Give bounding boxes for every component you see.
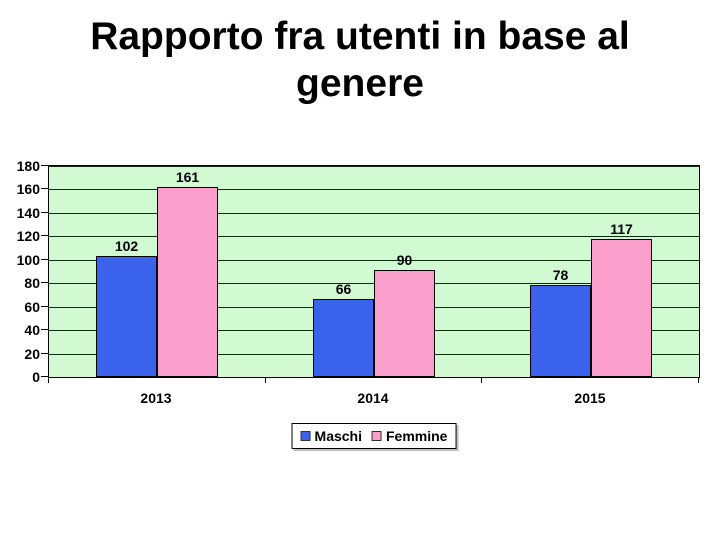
y-tick-mark	[41, 329, 48, 331]
value-label: 78	[552, 267, 569, 283]
gridline	[49, 166, 699, 167]
value-label: 90	[396, 252, 413, 268]
y-tick-label: 180	[16, 158, 40, 174]
bar-femmine-2013	[157, 187, 218, 377]
x-tick-mark	[481, 378, 482, 383]
gridline	[49, 259, 699, 261]
value-label: 161	[175, 169, 200, 185]
gridline	[49, 236, 699, 238]
legend-label: Maschi	[314, 428, 362, 444]
legend-swatch-femmine	[372, 431, 382, 441]
y-tick-mark	[41, 188, 48, 190]
legend: Maschi Femmine	[291, 423, 457, 449]
chart-title-line1: Rapporto fra utenti in base al	[90, 15, 630, 58]
y-tick-mark	[41, 235, 48, 237]
y-tick-mark	[41, 352, 48, 354]
x-tick-mark	[698, 378, 699, 383]
legend-swatch-maschi	[300, 431, 311, 441]
legend-label: Femmine	[386, 428, 448, 444]
y-tick-mark	[41, 258, 48, 260]
y-tick-mark	[41, 305, 48, 307]
y-tick-label: 0	[32, 369, 40, 385]
value-label: 102	[114, 238, 139, 254]
y-tick-label: 40	[24, 322, 40, 339]
bar-maschi-2013	[96, 256, 157, 377]
y-tick-label: 160	[16, 181, 40, 198]
y-tick-label: 20	[24, 345, 40, 362]
legend-item-femmine: Femmine	[372, 428, 447, 444]
plot-area: 102 161 66 90 78 117	[48, 165, 700, 378]
x-tick-label: 2014	[357, 390, 389, 406]
y-tick-mark	[41, 282, 48, 284]
x-tick-label: 2015	[574, 390, 606, 406]
x-tick-label: 2013	[140, 390, 172, 406]
y-tick-mark	[41, 211, 48, 213]
x-tick-mark	[48, 378, 49, 383]
y-tick-label: 80	[24, 275, 40, 292]
value-label: 66	[335, 281, 352, 297]
y-tick-mark	[41, 165, 48, 166]
bar-femmine-2014	[374, 270, 435, 377]
chart-title: Rapporto fra utenti in base al genere	[0, 13, 720, 107]
gridline	[49, 212, 699, 214]
y-tick-mark	[41, 376, 48, 377]
legend-item-maschi: Maschi	[300, 428, 362, 444]
y-tick-label: 140	[16, 204, 40, 221]
bar-maschi-2014	[313, 299, 374, 377]
gridline	[49, 189, 699, 191]
chart-title-line2: genere	[296, 62, 424, 105]
y-tick-label: 120	[16, 228, 40, 245]
value-label: 117	[610, 221, 633, 237]
y-tick-label: 100	[16, 251, 40, 268]
bar-maschi-2015	[530, 285, 591, 377]
y-tick-label: 60	[24, 298, 40, 315]
x-tick-mark	[265, 378, 266, 383]
bar-femmine-2015	[591, 239, 652, 377]
